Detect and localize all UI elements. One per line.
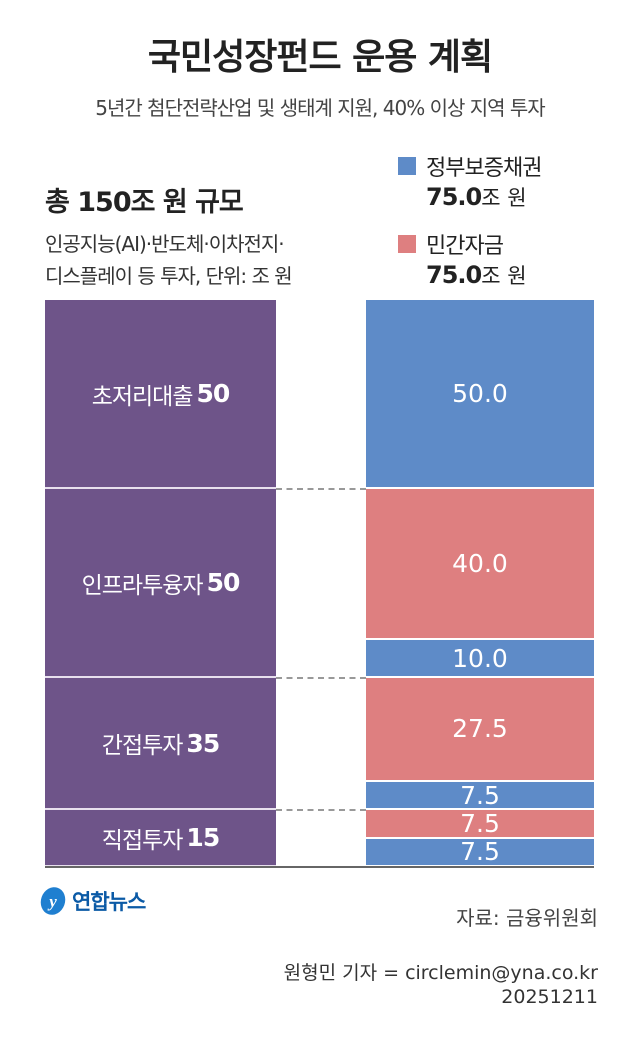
right-bar-segment: 7.5 <box>366 781 594 811</box>
right-bar-segment: 10.0 <box>366 640 594 678</box>
source: 자료: 금융위원회 <box>456 906 598 930</box>
right-bar-segment: 40.0 <box>366 489 594 641</box>
right-bar-segment: 50.0 <box>366 300 594 489</box>
logo-text: 연합뉴스 <box>72 890 146 914</box>
legend-swatch <box>398 157 416 175</box>
description-line-2: 디스플레이 등 투자, 단위: 조 원 <box>45 264 293 288</box>
segment-value: 35 <box>186 728 220 758</box>
legend-unit: 조 원 <box>481 186 527 210</box>
description-line-1: 인공지능(AI)·반도체·이차전지· <box>45 232 285 256</box>
segment-label: 간접투자 <box>101 733 184 760</box>
segment-label: 직접투자 <box>101 827 184 854</box>
legend-value: 75.0 <box>426 183 482 211</box>
left-bar-segment: 초저리대출 50 <box>45 300 276 489</box>
left-bar-segment: 간접투자 35 <box>45 678 276 811</box>
svg-text:y: y <box>47 892 57 911</box>
legend-value: 75.0 <box>426 261 482 289</box>
segment-value: 15 <box>186 823 220 853</box>
legend-name: 민간자금 <box>426 234 504 259</box>
legend-swatch <box>398 235 416 253</box>
divider-line <box>276 488 366 490</box>
yonhap-logo: y 연합뉴스 <box>38 886 146 916</box>
right-bar-segment: 27.5 <box>366 678 594 782</box>
baseline <box>45 866 594 868</box>
legend-name: 정부보증채권 <box>426 156 542 181</box>
left-bar-segment: 직접투자 15 <box>45 810 276 867</box>
legend-item-private: 민간자금 75.0조 원 <box>398 228 527 290</box>
chart-title: 국민성장펀드 운용 계획 <box>147 37 493 78</box>
chart-subtitle: 5년간 첨단전략산업 및 생태계 지원, 40% 이상 지역 투자 <box>95 96 545 120</box>
segment-value: 50 <box>206 568 241 597</box>
divider-line <box>276 677 366 679</box>
divider-line <box>276 809 366 812</box>
left-bar-segment: 인프라투융자 50 <box>45 489 276 678</box>
legend-item-government: 정부보증채권 75.0조 원 <box>398 150 542 212</box>
segment-value: 50 <box>196 379 231 408</box>
legend-unit: 조 원 <box>481 264 527 288</box>
credit: 원형민 기자 = circlemin@yna.co.kr <box>283 962 598 984</box>
segment-label: 인프라투융자 <box>81 572 204 599</box>
date: 20251211 <box>501 986 598 1008</box>
right-bar-segment: 7.5 <box>366 837 594 867</box>
total-label: 총 150조 원 규모 <box>45 187 244 218</box>
segment-label: 초저리대출 <box>91 383 194 410</box>
logo-icon: y <box>40 887 66 915</box>
right-bar-segment: 7.5 <box>366 809 594 839</box>
